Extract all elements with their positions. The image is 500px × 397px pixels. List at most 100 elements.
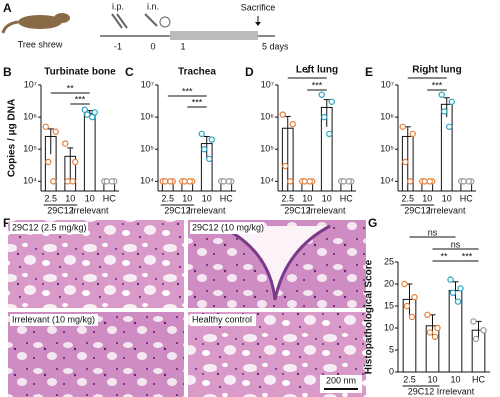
- x-tick-label: 2.5: [44, 193, 57, 203]
- virus-icon: [159, 16, 171, 28]
- image-label: 29C12 (10 mg/kg): [192, 222, 264, 232]
- pipette-icon: [144, 13, 158, 27]
- chart: E Right lung 10⁴ 10⁵ 10⁶ 10⁷ 2.5 10 10 HC 29C12Irr…: [365, 65, 476, 215]
- panel-a: A Tree shrew i.p. i.n. Sacrifice -1 0 1 …: [1, 1, 289, 51]
- animal-icon: [18, 15, 62, 29]
- y-tick-label: 25: [384, 256, 394, 266]
- significance-label: ns: [428, 227, 438, 237]
- x-tick-label: 2.5: [401, 193, 414, 203]
- data-point: [402, 158, 409, 166]
- data-point: [89, 113, 96, 121]
- timeline-label: 1: [180, 41, 185, 51]
- x-tick-label: 2.5: [403, 374, 416, 384]
- animal-icon: [1, 20, 19, 34]
- image-label: Irrelevant (10 mg/kg): [12, 314, 95, 324]
- chart-title: Right lung: [412, 65, 461, 76]
- histology-image: [8, 312, 184, 397]
- image-label-box: [10, 314, 98, 326]
- plot: [161, 135, 233, 191]
- data-point: [81, 106, 88, 113]
- group-label: 29C12: [284, 205, 311, 215]
- data-point: [289, 121, 296, 128]
- x-tick-label: HC: [103, 193, 116, 203]
- chart-title: Turbinate bone: [44, 67, 116, 78]
- y-tick-label: 10⁶: [380, 111, 394, 121]
- y-tick-label: 10: [384, 322, 394, 332]
- panel-letter: D: [245, 65, 254, 79]
- chart-title: Left lung: [296, 65, 338, 76]
- data-point: [401, 280, 408, 288]
- timeline-label: -1: [114, 41, 122, 51]
- data-point: [447, 276, 454, 283]
- x-tick-label: 2.5: [281, 193, 294, 203]
- data-point: [328, 98, 335, 105]
- data-point: [426, 178, 433, 185]
- group-label: 29C12: [404, 205, 431, 215]
- route-label: i.n.: [147, 1, 159, 11]
- data-point: [201, 146, 208, 153]
- arrow: [255, 22, 261, 26]
- y-tick-label: 10⁷: [141, 79, 154, 89]
- syringe-icon: [111, 13, 128, 29]
- timeline-label: 0: [150, 41, 155, 51]
- data-point: [408, 313, 416, 321]
- y-tick-label: 10⁴: [260, 176, 274, 186]
- chart: C Trachea 10⁴ 10⁵ 10⁶ 10⁷ 2.5 10 10 HC 29C12Irrele…: [125, 65, 236, 215]
- panel-letter: A: [3, 1, 12, 15]
- data-point: [321, 113, 328, 121]
- y-tick-label: 5: [389, 344, 394, 354]
- data-point: [318, 91, 325, 98]
- data-point: [411, 294, 418, 301]
- data-point: [407, 178, 414, 185]
- chart: G Histopathological Score 0 5 10 15 20 25 2.5 10 1…: [364, 216, 490, 396]
- histology-image: [8, 220, 184, 308]
- bar: [440, 103, 453, 191]
- image-label-box: [190, 314, 256, 326]
- animal-icon: [54, 13, 70, 23]
- significance-label: *: [425, 68, 429, 78]
- y-tick-label: 10⁴: [23, 176, 37, 186]
- x-tick-label: 10: [427, 374, 437, 384]
- group-label: 29C12: [164, 205, 191, 215]
- data-point: [441, 108, 448, 115]
- x-tick-label: 10: [422, 193, 432, 203]
- data-point: [434, 324, 441, 332]
- y-tick-label: 15: [384, 300, 394, 310]
- group-label: 29C12: [408, 386, 435, 396]
- data-point: [480, 327, 487, 334]
- chart: D Left lung 10⁴ 10⁵ 10⁶ 10⁷ 2.5 10 10 HC 29C12Irre…: [245, 65, 356, 215]
- timeline-label: 5 days: [262, 41, 289, 51]
- data-point: [465, 178, 472, 185]
- data-point: [438, 91, 445, 98]
- significance-label: ***: [432, 80, 443, 90]
- y-tick-label: 10⁶: [260, 111, 274, 121]
- y-tick-label: 10⁵: [140, 144, 154, 154]
- data-point: [84, 111, 91, 118]
- y-tick-label: 10⁴: [380, 176, 394, 186]
- group-label: Irrelevant: [71, 205, 109, 215]
- data-point: [69, 178, 76, 185]
- data-point: [426, 329, 434, 336]
- panel-letter: F: [3, 216, 10, 230]
- significance-label: **: [440, 251, 448, 261]
- significance-label: ns: [451, 239, 461, 249]
- x-tick-label: HC: [220, 193, 233, 203]
- chart-title: Trachea: [178, 67, 216, 78]
- y-tick-label: 10⁶: [140, 111, 154, 121]
- x-tick-label: HC: [460, 193, 473, 203]
- x-tick-label: 10: [65, 193, 75, 203]
- data-point: [198, 130, 205, 138]
- data-point: [279, 111, 286, 118]
- x-tick-label: 10: [442, 193, 452, 203]
- data-point: [208, 136, 215, 143]
- x-tick-label: 10: [202, 193, 212, 203]
- panel-letter: E: [365, 65, 373, 79]
- data-point: [52, 128, 59, 135]
- panel-letter: B: [3, 65, 12, 79]
- y-tick-label: 10⁶: [23, 111, 37, 121]
- x-tick-label: 10: [85, 193, 95, 203]
- y-tick-label: 10⁵: [380, 144, 394, 154]
- y-tick-label: 10⁵: [260, 144, 274, 154]
- panel-f: F 29C12 (2.5 mg/kg) 29C12 (10 mg/kg) Irr…: [3, 216, 366, 397]
- y-tick-label: 10⁵: [23, 144, 37, 154]
